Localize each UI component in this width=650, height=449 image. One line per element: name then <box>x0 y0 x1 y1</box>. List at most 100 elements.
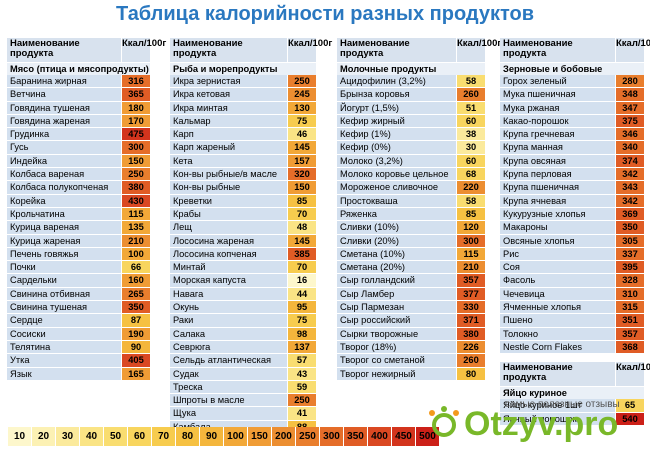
kcal-value: 150 <box>287 181 316 194</box>
table-row: Лососина жареная 145 <box>170 234 316 248</box>
product-name: Кальмар <box>170 114 287 128</box>
kcal-value: 347 <box>615 101 644 114</box>
table-row: Треска 59 <box>170 380 316 395</box>
product-name: Сливки (20%) <box>337 234 456 247</box>
product-name: Навага <box>170 287 287 301</box>
product-name: Крупа ячневая <box>500 194 615 207</box>
kcal-value: 430 <box>121 194 150 207</box>
table-row: Сыр Ламбер 377 <box>337 287 485 302</box>
header-kcal: Ккал/100г <box>615 38 650 62</box>
table-row: Творог со сметаной 260 <box>337 354 485 368</box>
product-name: Яичный порошок <box>500 412 615 425</box>
table-row: Фасоль 328 <box>500 274 644 288</box>
product-name: Колбаса вареная <box>7 168 121 181</box>
scale-step: 20 <box>32 427 56 446</box>
kcal-value: 342 <box>615 194 644 207</box>
table-row: Сердце 87 <box>7 314 150 328</box>
table-row: Ацидофилин (3,2%) 58 <box>337 75 485 89</box>
product-name: Карп <box>170 128 287 141</box>
product-name: Йогурт (1,5%) <box>337 101 456 114</box>
table-row: Минтай 70 <box>170 261 316 275</box>
product-name: Овсяные хлопья <box>500 234 615 247</box>
kcal-value: 300 <box>121 141 150 154</box>
section-title: Рыба и морепродукты <box>170 63 316 75</box>
table-row: Мука ржаная 347 <box>500 101 644 115</box>
table-row: Nestle Corn Flakes 368 <box>500 340 644 355</box>
kcal-value: 348 <box>615 88 644 101</box>
product-name: Сыр Пармезан <box>337 301 456 314</box>
product-name: Окунь <box>170 301 287 314</box>
product-name: Яйцо куриное 1шт <box>500 399 615 412</box>
table-row: Сметана (10%) 115 <box>337 247 485 262</box>
table-row: Творог нежирный 80 <box>337 367 485 381</box>
product-name: Ряженка <box>337 207 456 221</box>
product-name: Индейка <box>7 154 121 168</box>
section-title: Яйцо куриное <box>500 387 644 400</box>
product-name: Сыр российский <box>337 314 456 327</box>
kcal-value: 380 <box>456 327 485 340</box>
product-name: Сыр голландский <box>337 274 456 287</box>
table-row: Утка 405 <box>7 354 150 368</box>
table-row: Крупа пшеничная 343 <box>500 181 644 195</box>
kcal-value: 80 <box>456 367 485 380</box>
scale-step: 200 <box>272 427 296 446</box>
kcal-value: 374 <box>615 154 644 168</box>
kcal-value: 150 <box>121 154 150 168</box>
kcal-value: 68 <box>456 168 485 181</box>
product-name: Минтай <box>170 261 287 274</box>
table-column: Наименование продукта Ккал/100г Молочные п… <box>337 38 501 381</box>
kcal-value: 46 <box>287 128 316 141</box>
table-row: Кефир (1%) 38 <box>337 128 485 142</box>
product-name: Морская капуста <box>170 274 287 287</box>
product-name: Кон-вы рыбные <box>170 181 287 194</box>
kcal-value: 41 <box>287 407 316 420</box>
kcal-value: 145 <box>287 141 316 154</box>
kcal-value: 250 <box>287 394 316 407</box>
header-row: Наименование продукта Ккал/100г <box>500 38 650 63</box>
kcal-value: 305 <box>615 234 644 247</box>
kcal-value: 320 <box>287 168 316 181</box>
scale-step: 350 <box>344 427 368 446</box>
header-name: Наименование продукта <box>503 362 573 384</box>
kcal-value: 180 <box>121 101 150 114</box>
product-name: Икра минтая <box>170 101 287 114</box>
product-name: Творог со сметаной <box>337 354 456 367</box>
product-name: Утка <box>7 354 121 367</box>
table-row: Сельдь атлантическая 57 <box>170 354 316 368</box>
table-row: Морская капуста 16 <box>170 274 316 288</box>
product-name: Соя <box>500 261 615 274</box>
product-name: Курица жареная <box>7 234 121 247</box>
table-row: Сыр голландский 357 <box>337 274 485 288</box>
table-row: Окунь 95 <box>170 301 316 315</box>
kcal-value: 328 <box>615 274 644 287</box>
product-name: Сметана (10%) <box>337 247 456 261</box>
product-name: Сырки творожные <box>337 327 456 340</box>
header-row: Наименование продукта Ккал/100г <box>170 38 332 63</box>
kcal-value: 540 <box>615 412 644 425</box>
product-name: Горох зеленый <box>500 75 615 88</box>
scale-step: 450 <box>392 427 416 446</box>
product-name: Мука ржаная <box>500 101 615 114</box>
table-column: Наименование продукта Ккал/100г Мясо (птиц… <box>7 38 166 381</box>
product-name: Сливки (10%) <box>337 221 456 234</box>
table-row: Сырки творожные 380 <box>337 327 485 341</box>
table-row: Крупа манная 340 <box>500 141 644 155</box>
product-name: Корейка <box>7 194 121 207</box>
kcal-value: 377 <box>456 287 485 301</box>
kcal-value: 90 <box>121 340 150 354</box>
product-name: Творог нежирный <box>337 367 456 380</box>
product-name: Рис <box>500 247 615 261</box>
kcal-value: 380 <box>121 181 150 194</box>
table-row: Ячменные хлопья 315 <box>500 301 644 315</box>
table-row: Кефир (0%) 30 <box>337 141 485 155</box>
product-name: Крабы <box>170 207 287 221</box>
brand: Otzyv.pro <box>464 405 619 443</box>
scale-step: 150 <box>248 427 272 446</box>
product-name: Колбаса полукопченая <box>7 181 121 194</box>
table-row: Ряженка 85 <box>337 207 485 222</box>
table-row: Баранина жирная 316 <box>7 75 150 89</box>
product-name: Икра кетовая <box>170 88 287 101</box>
kcal-value: 350 <box>121 301 150 314</box>
table-row: Индейка 150 <box>7 154 150 169</box>
